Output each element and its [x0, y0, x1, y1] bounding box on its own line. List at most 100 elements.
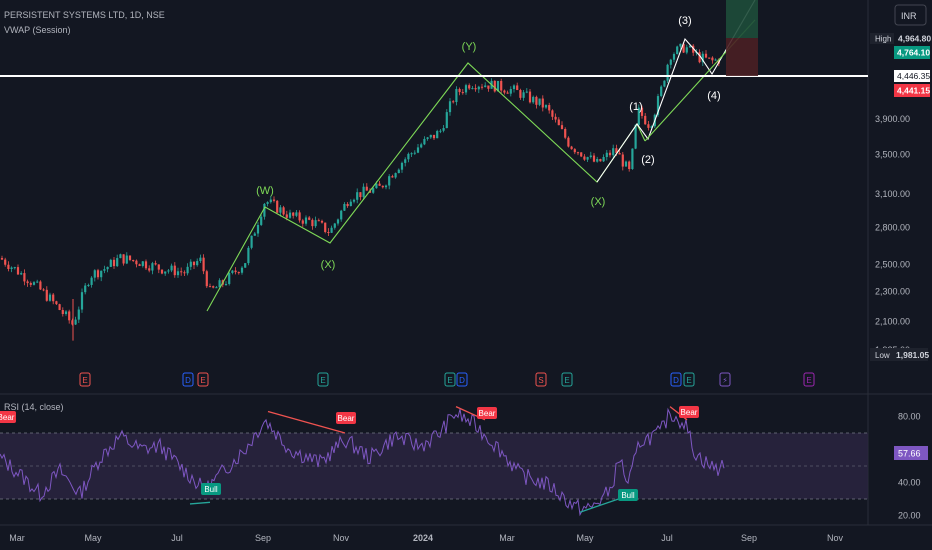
candle-body [4, 259, 7, 265]
candle-body [119, 254, 122, 259]
price-tick: 3,100.00 [875, 189, 910, 199]
event-marker[interactable] [182, 372, 194, 387]
low-label: Low [875, 351, 890, 360]
event-marker[interactable] [561, 372, 573, 387]
candle-body [701, 53, 704, 63]
candle-body [327, 232, 330, 234]
bear-divergence-tag [336, 412, 356, 424]
candle-body [663, 80, 666, 87]
candle-body [426, 137, 429, 139]
symbol-title[interactable]: PERSISTENT SYSTEMS LTD, 1D, NSE [4, 10, 165, 20]
candle-body [74, 319, 77, 325]
candle-body [298, 212, 301, 221]
bear-divergence-label: Bear [338, 414, 355, 423]
candle-body [586, 157, 589, 160]
candle-body [519, 90, 522, 98]
candle-body [135, 260, 138, 265]
candle-body [375, 183, 378, 189]
candle-body [157, 264, 160, 270]
candle-body [423, 138, 426, 145]
event-marker-label: E [686, 376, 691, 385]
rsi-value-tag [894, 446, 928, 460]
candle-body [23, 273, 26, 282]
indicator-label[interactable]: VWAP (Session) [4, 25, 71, 35]
candle-body [397, 169, 400, 174]
target-zone-stop [726, 38, 758, 76]
candle-body [583, 156, 586, 160]
candle-body [84, 285, 87, 293]
event-marker[interactable] [456, 372, 468, 387]
candle-body [77, 309, 80, 320]
candle-body [64, 311, 68, 315]
candle-body [314, 220, 317, 227]
candle-body [279, 207, 282, 213]
candle-body [644, 115, 647, 125]
candle-body [336, 219, 340, 224]
candle-body [615, 148, 618, 154]
candle-body [496, 80, 500, 92]
bull-divergence-label: Bull [621, 491, 635, 500]
candle-body [183, 272, 186, 274]
candle-body [602, 156, 605, 162]
candle-body [128, 255, 132, 260]
candle-body [80, 292, 84, 310]
event-marker[interactable] [670, 372, 682, 387]
price-axis[interactable]: 3,900.00 3,500.00 3,100.00 2,800.00 2,500.00… [870, 33, 931, 361]
candle-body [42, 289, 45, 291]
candle-body [535, 96, 538, 105]
rsi-title[interactable]: RSI (14, close) [4, 402, 64, 412]
level-value: 4,446.35 [897, 71, 930, 81]
candle-body [429, 134, 432, 138]
candle-body [394, 173, 397, 178]
candle-body [71, 320, 74, 325]
event-marker[interactable] [803, 372, 815, 387]
time-axis[interactable]: Mar May Jul Sep Nov 2024 Mar May Jul Sep Nov [9, 533, 843, 543]
candle-body [87, 284, 90, 286]
candle-body [464, 85, 468, 93]
event-marker[interactable] [79, 372, 91, 387]
event-marker[interactable] [535, 372, 547, 387]
rsi-axis[interactable]: 80.00 40.00 20.00 57.66 [894, 412, 928, 521]
candle-body [160, 269, 164, 274]
candle-body [522, 92, 525, 98]
candle-body [176, 271, 180, 276]
candle-body [301, 220, 304, 224]
candle-body [199, 257, 202, 262]
candle-body [154, 263, 157, 265]
candle-body [330, 227, 333, 233]
event-marker[interactable] [197, 372, 209, 387]
event-marker-label: E [82, 376, 87, 385]
candle-body [224, 283, 228, 285]
candle-body [320, 220, 324, 223]
wave-label: (X) [321, 259, 336, 271]
rsi-divergences: Bear Bear Bear Bear Bull Bull [0, 406, 699, 513]
candle-body [672, 54, 676, 60]
candle-body [282, 207, 285, 215]
candle-body [269, 199, 272, 203]
price-tick: 2,500.00 [875, 259, 910, 269]
candle-body [240, 267, 244, 273]
rsi-line [0, 407, 725, 517]
currency-badge[interactable] [894, 4, 927, 26]
candle-body [458, 88, 461, 93]
candle-body [365, 186, 368, 191]
last-price-value: 4,764.10 [897, 48, 930, 58]
price-tick: 2,100.00 [875, 317, 910, 327]
candle-body [151, 263, 154, 271]
candle-body [144, 261, 148, 269]
event-marker[interactable] [719, 372, 731, 387]
candle-body [538, 98, 541, 105]
candle-body [208, 286, 212, 288]
candle-body [148, 268, 151, 271]
candle-body [196, 261, 199, 266]
event-marker[interactable] [444, 372, 456, 387]
event-marker[interactable] [317, 372, 329, 387]
bear-divergence-label: Bear [0, 413, 15, 422]
wave-label: (4) [707, 90, 720, 102]
price-tick: 2,300.00 [875, 287, 910, 297]
candle-body [13, 267, 16, 269]
candle-body [480, 86, 484, 88]
candle-body [39, 281, 42, 290]
event-marker[interactable] [683, 372, 695, 387]
